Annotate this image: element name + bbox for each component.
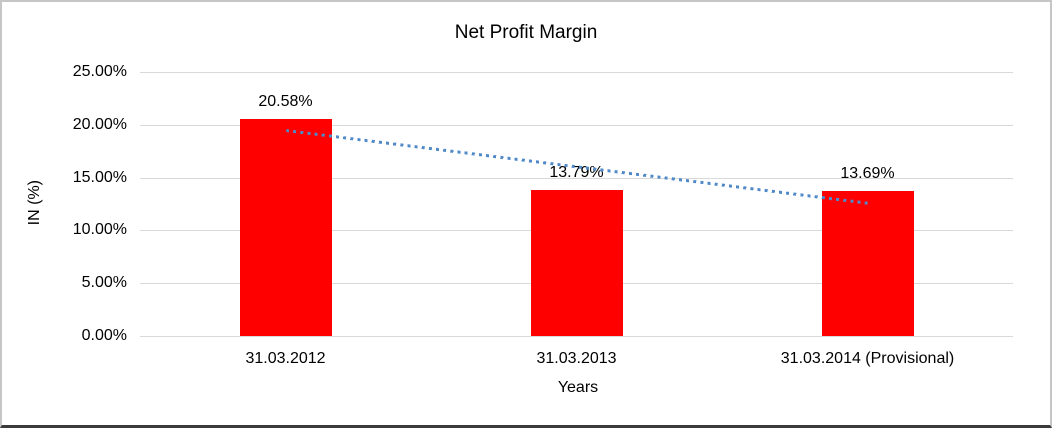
bar [821, 191, 914, 336]
bar [530, 190, 623, 336]
bar-data-label: 13.69% [840, 165, 895, 183]
y-axis-tick-label: 10.00% [72, 221, 127, 239]
x-axis-tick-label: 31.03.2014 (Provisional) [780, 350, 955, 367]
gridline [140, 336, 1013, 337]
x-axis-tick-label: 31.03.2012 [245, 350, 326, 367]
x-axis-tick-label: 31.03.2013 [536, 350, 617, 367]
y-axis-tick-label: 20.00% [72, 115, 127, 133]
bar [239, 118, 332, 336]
y-axis-tick-label: 5.00% [81, 274, 127, 292]
y-axis-tick-label: 25.00% [72, 63, 127, 80]
bar-data-label: 20.58% [258, 92, 313, 110]
gridline [140, 177, 1013, 179]
y-axis-tick-label: 0.00% [81, 327, 127, 344]
chart-title: Net Profit Margin [454, 22, 598, 43]
x-axis-title: Years [557, 379, 599, 396]
gridline [140, 72, 1013, 73]
y-axis-title: IN (%) [26, 180, 43, 226]
y-axis-tick-label: 15.00% [72, 168, 127, 186]
gridline [140, 124, 1013, 126]
